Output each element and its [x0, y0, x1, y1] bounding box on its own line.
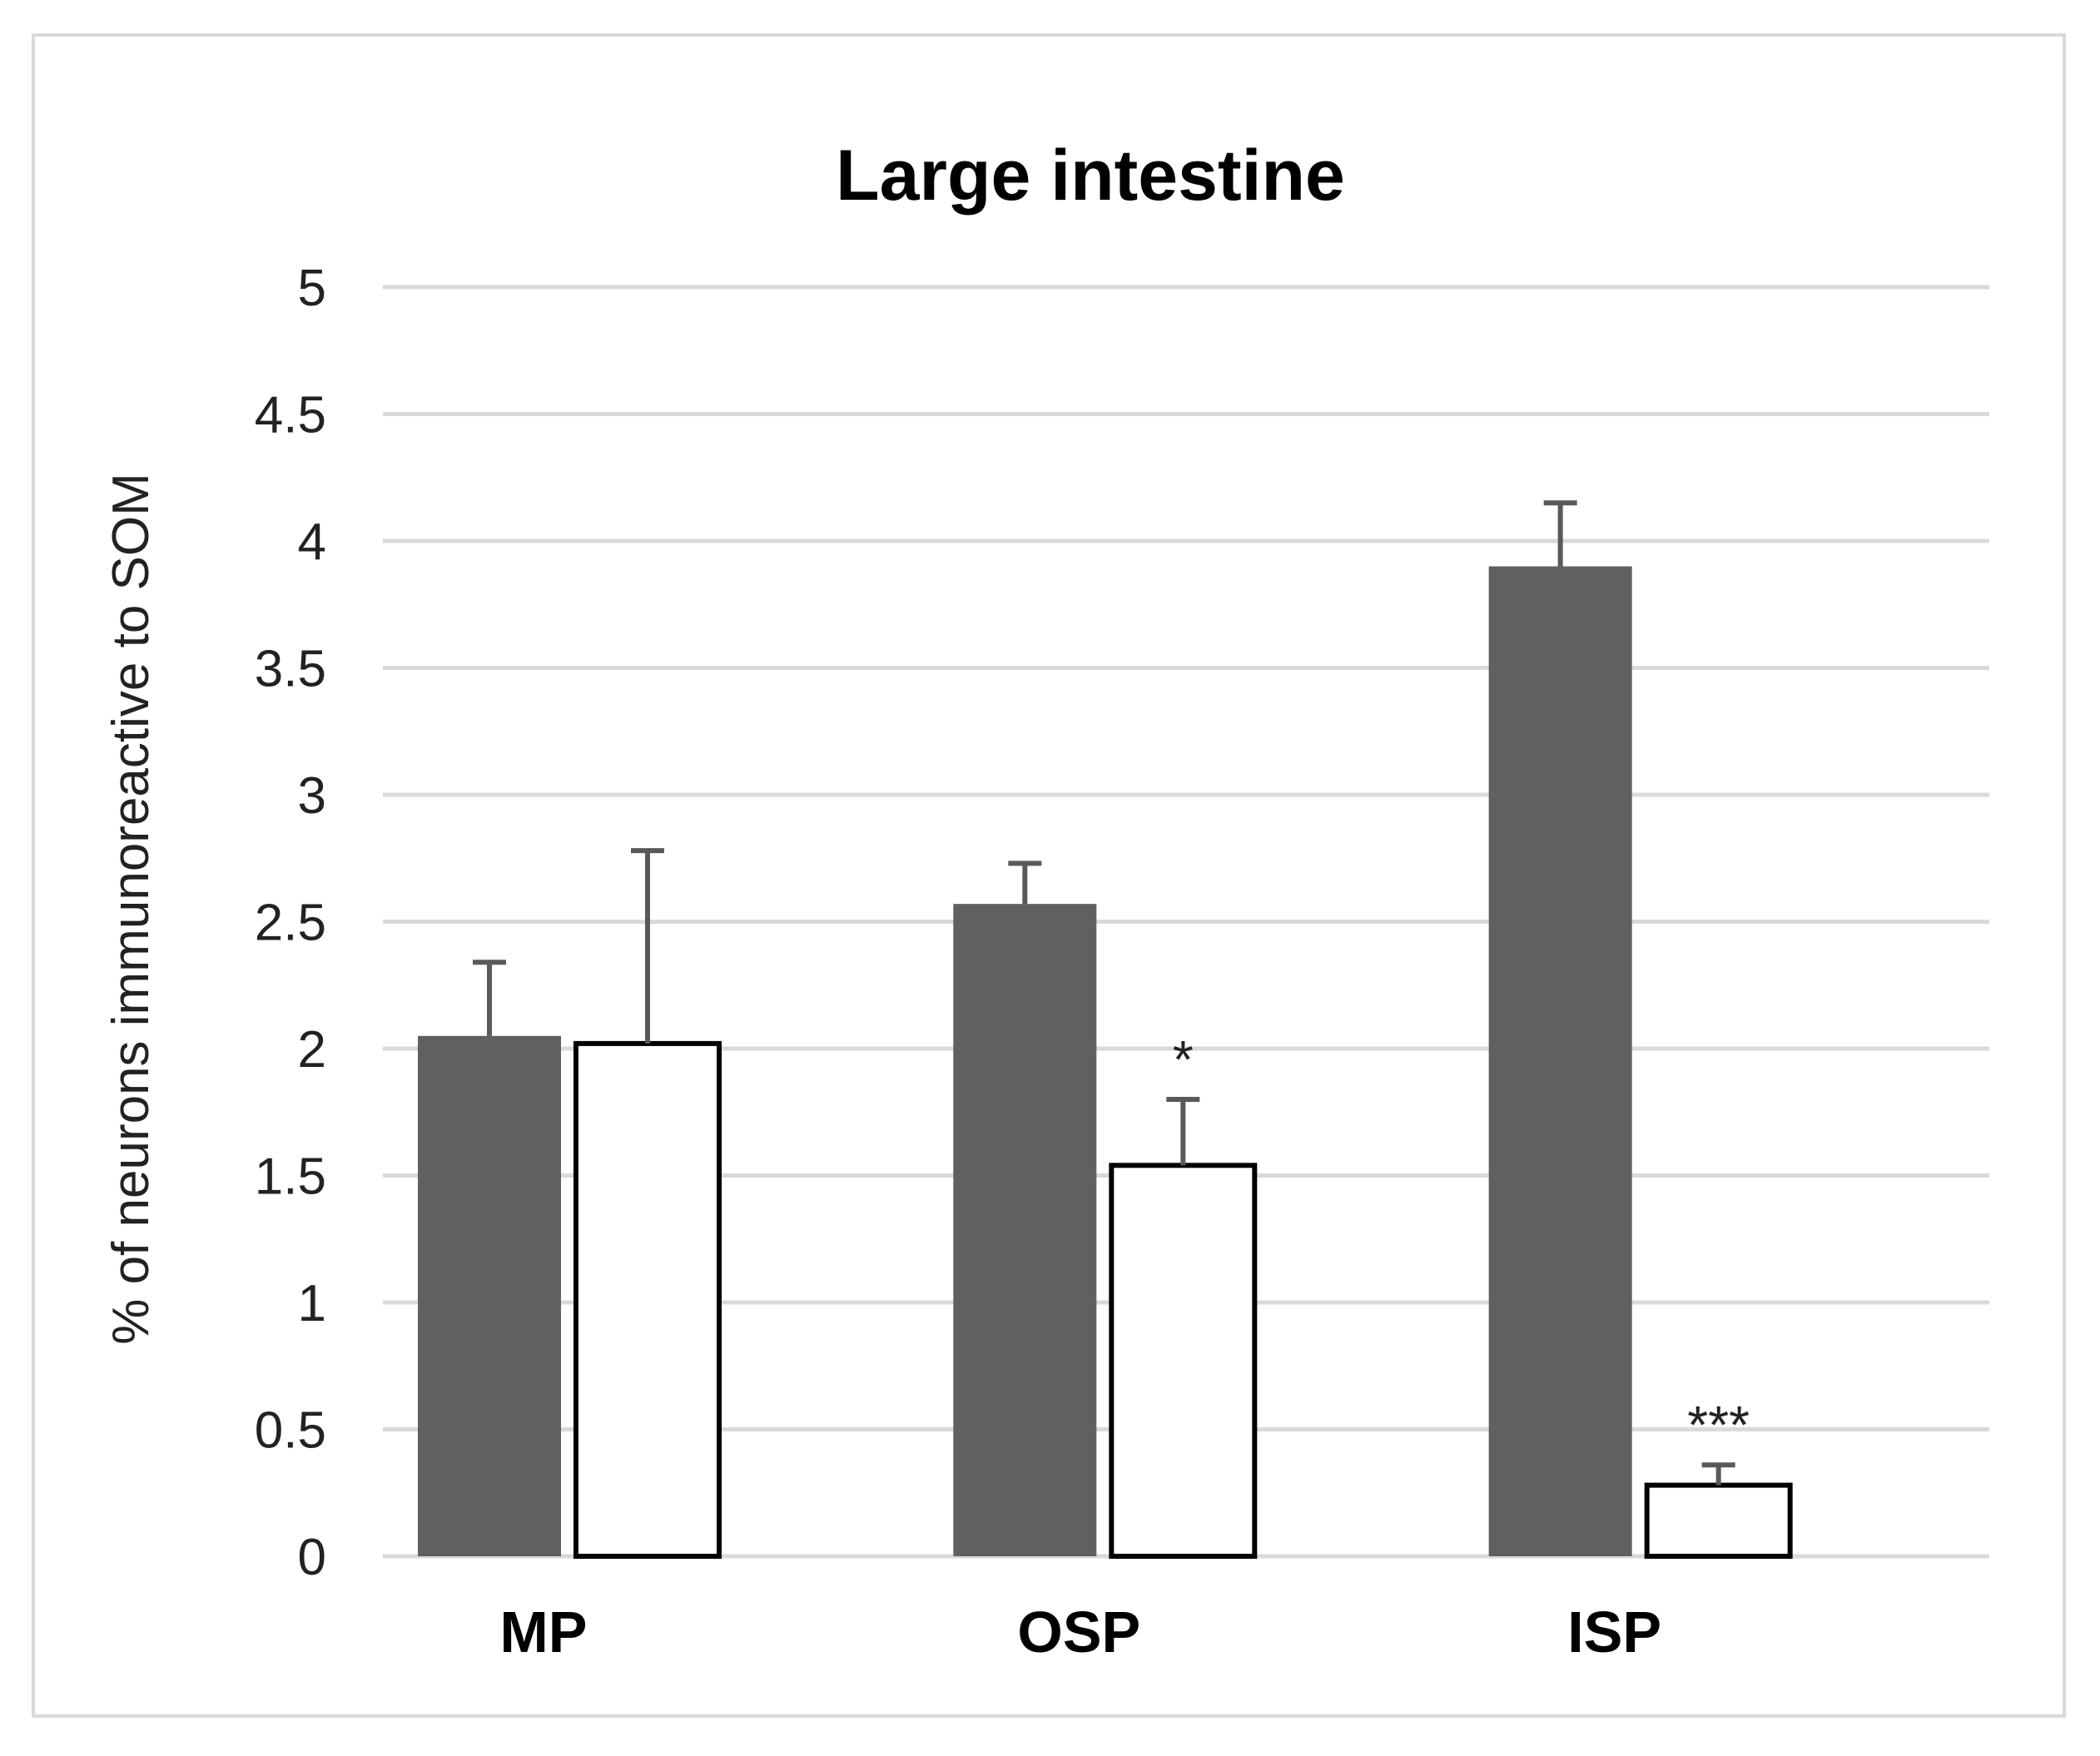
- y-tick-label-8: 4: [298, 513, 326, 571]
- y-tick-label-3: 1.5: [255, 1148, 326, 1206]
- x-category-label-mp: MP: [500, 1600, 588, 1664]
- chart-title: Large intestine: [836, 136, 1345, 216]
- bar-isp-series-1: [1488, 566, 1632, 1556]
- x-category-labels: MP OSP ISP: [500, 1600, 1662, 1664]
- y-tick-label-5: 2.5: [255, 895, 326, 952]
- bar-mp-series-1: [418, 1035, 561, 1556]
- significance-annotations: ****: [1173, 1029, 1750, 1455]
- y-tick-label-6: 3: [298, 767, 326, 825]
- error-bars: [473, 500, 1735, 1486]
- significance-isp-series-2: ***: [1687, 1395, 1750, 1455]
- bar-osp-series-1: [953, 904, 1097, 1556]
- y-tick-label-7: 3.5: [255, 641, 326, 698]
- y-axis-title: % of neurons immunoreactive to SOM: [102, 473, 160, 1345]
- y-tick-label-2: 1: [298, 1275, 326, 1332]
- y-tick-label-10: 5: [298, 260, 326, 317]
- x-category-label-osp: OSP: [1017, 1600, 1140, 1664]
- x-category-label-isp: ISP: [1567, 1600, 1661, 1664]
- y-tick-label-9: 4.5: [255, 387, 326, 444]
- significance-osp-series-2: *: [1173, 1029, 1194, 1089]
- y-tick-label-0: 0: [298, 1529, 326, 1586]
- y-tick-labels: 0 0.5 1 1.5 2 2.5 3 3.5 4 4.5 5: [255, 260, 326, 1586]
- y-tick-label-1: 0.5: [255, 1402, 326, 1460]
- bar-isp-series-2: [1644, 1482, 1793, 1559]
- bar-mp-series-2: [573, 1040, 722, 1559]
- y-tick-label-4: 2: [298, 1021, 326, 1079]
- bars: [418, 566, 1793, 1560]
- bar-osp-series-2: [1109, 1163, 1258, 1560]
